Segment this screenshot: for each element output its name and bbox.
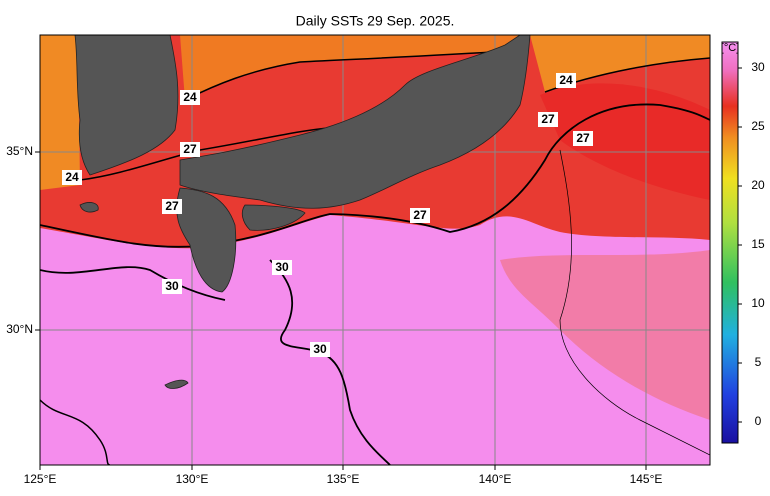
land-shikoku bbox=[241, 204, 306, 231]
sea-orange bbox=[40, 35, 80, 190]
lon-label: 125°E bbox=[24, 472, 57, 486]
contour-label-box bbox=[180, 142, 200, 157]
colorbar-tick-label: 10 bbox=[751, 296, 765, 310]
map-frame bbox=[39, 34, 711, 466]
contour bbox=[559, 149, 710, 456]
contour-label-box bbox=[538, 112, 558, 127]
land bbox=[74, 35, 531, 389]
sea-red-core bbox=[540, 83, 710, 200]
contour-label: 27 bbox=[183, 142, 197, 156]
colorbar-tick-label: 20 bbox=[751, 178, 765, 192]
lon-label: 130°E bbox=[176, 472, 209, 486]
contour-label: 27 bbox=[541, 112, 555, 126]
lon-label: 135°E bbox=[327, 472, 360, 486]
contour-label: 27 bbox=[165, 199, 179, 213]
contour-label-box bbox=[162, 279, 182, 294]
land-kyushu bbox=[176, 187, 237, 293]
contour-label-box bbox=[556, 73, 576, 88]
colorbar-tick-label: 30 bbox=[751, 60, 765, 74]
contour-label-box bbox=[573, 131, 593, 146]
land-korea bbox=[74, 35, 179, 176]
colorbar-tick-label: 25 bbox=[751, 119, 765, 133]
colorbar-tick-label: 0 bbox=[755, 414, 762, 428]
colorbar-unit: [°C] bbox=[721, 42, 739, 54]
title: Daily SSTs 29 Sep. 2025. bbox=[296, 13, 455, 29]
colorbar bbox=[721, 41, 739, 444]
axes: 125°E 130°E 135°E 140°E 145°E 35°N 30°N 30 25 20 1… bbox=[6, 60, 765, 486]
lat-label: 30°N bbox=[6, 322, 33, 336]
colorbar-tick-label: 15 bbox=[751, 237, 765, 251]
contour-label: 24 bbox=[65, 170, 79, 184]
contour-label: 30 bbox=[313, 342, 327, 356]
lon-label: 145°E bbox=[630, 472, 663, 486]
contour-label: 24 bbox=[559, 73, 573, 87]
contour-label: 24 bbox=[183, 90, 197, 104]
land-island bbox=[79, 202, 99, 213]
lat-label: 35°N bbox=[6, 144, 33, 158]
contour-labels: 24 24 27 24 27 27 27 27 30 30 30 bbox=[62, 73, 593, 357]
contour-label: 27 bbox=[576, 131, 590, 145]
sea-zone bbox=[500, 250, 710, 420]
contour bbox=[184, 49, 526, 101]
contour-label-box bbox=[62, 170, 82, 185]
contour-label-box bbox=[162, 199, 182, 214]
contour-label-box bbox=[272, 260, 292, 275]
contour bbox=[40, 399, 111, 465]
land-island bbox=[164, 379, 189, 389]
lon-label: 140°E bbox=[479, 472, 512, 486]
map-area: 24 24 27 24 27 27 27 27 30 30 30 bbox=[40, 35, 710, 465]
contour-label-box bbox=[180, 90, 200, 105]
contour-label: 27 bbox=[413, 208, 427, 222]
land-honshu bbox=[179, 35, 531, 209]
contour-label: 30 bbox=[165, 279, 179, 293]
sea-orange bbox=[180, 35, 530, 100]
colorbar-tick-label: 5 bbox=[755, 355, 762, 369]
contour-label-box bbox=[310, 342, 330, 357]
contour-label: 30 bbox=[275, 260, 289, 274]
contour-label-box bbox=[410, 208, 430, 223]
